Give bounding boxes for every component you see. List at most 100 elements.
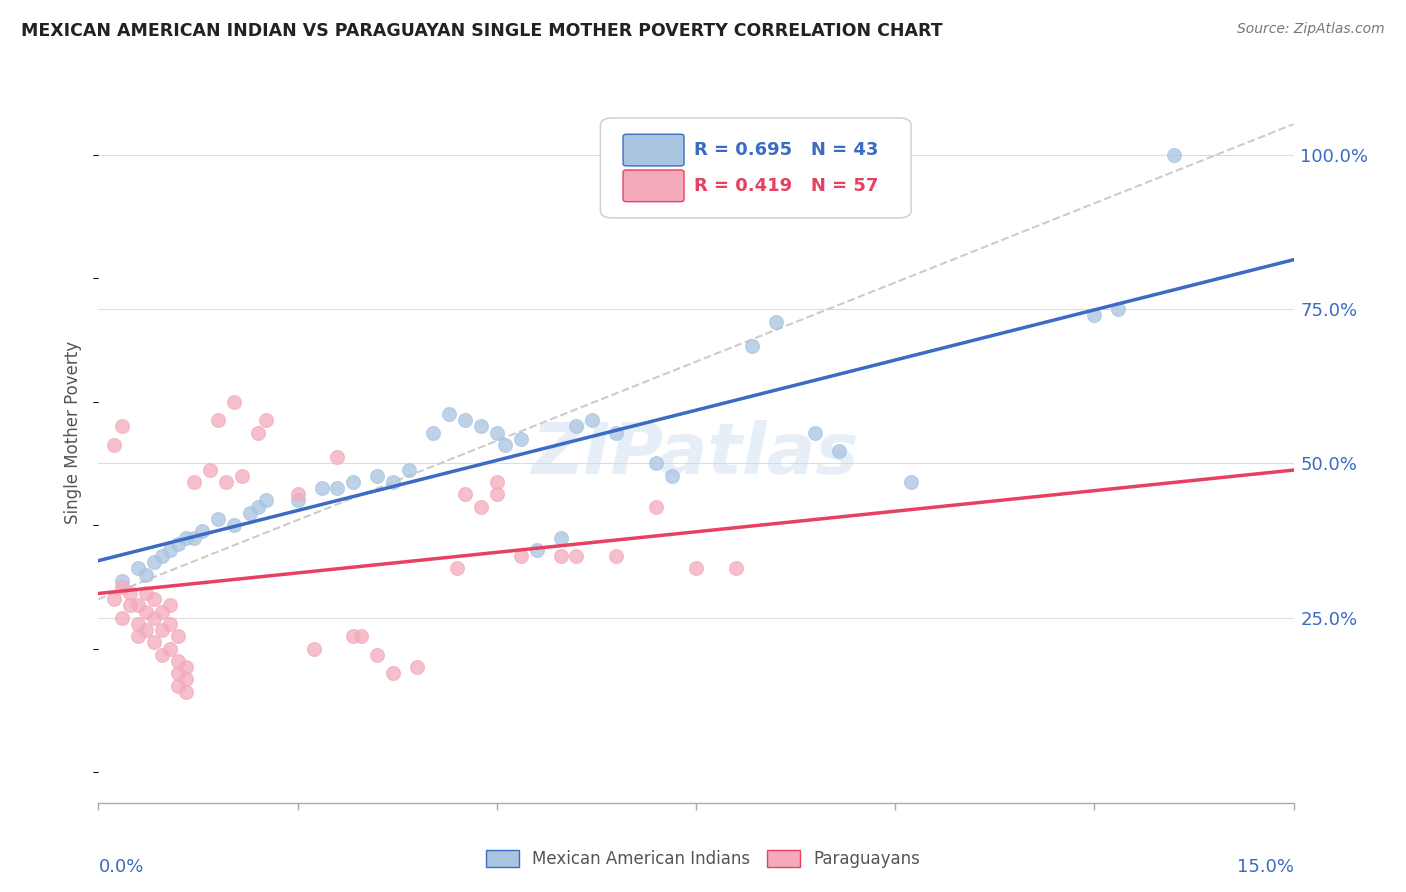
Point	[167, 654, 190, 668]
Point	[366, 468, 388, 483]
Point	[127, 616, 149, 631]
Point	[350, 629, 373, 643]
Point	[127, 629, 149, 643]
Point	[254, 413, 277, 427]
Point	[326, 450, 349, 465]
Point	[485, 487, 508, 501]
Point	[222, 518, 245, 533]
Point	[422, 425, 444, 440]
Point	[246, 500, 269, 514]
Point	[382, 666, 405, 681]
Point	[287, 493, 309, 508]
Point	[143, 635, 166, 649]
Point	[167, 629, 190, 643]
Point	[605, 425, 627, 440]
Point	[215, 475, 238, 489]
Point	[150, 623, 173, 637]
Point	[198, 462, 221, 476]
Point	[342, 629, 364, 643]
Point	[454, 413, 477, 427]
Point	[565, 419, 588, 434]
Point	[342, 475, 364, 489]
Point	[143, 555, 166, 569]
Point	[127, 561, 149, 575]
Point	[135, 586, 157, 600]
Point	[645, 457, 668, 471]
Point	[120, 586, 142, 600]
Point	[127, 599, 149, 613]
FancyBboxPatch shape	[623, 134, 685, 166]
Point	[454, 487, 477, 501]
Point	[550, 549, 572, 563]
Point	[159, 641, 181, 656]
Point	[207, 512, 229, 526]
Point	[302, 641, 325, 656]
Point	[135, 567, 157, 582]
Point	[167, 536, 190, 550]
Point	[111, 574, 134, 588]
Point	[150, 605, 173, 619]
Text: 0.0%: 0.0%	[98, 858, 143, 876]
Point	[111, 580, 134, 594]
Point	[828, 444, 851, 458]
Point	[159, 599, 181, 613]
Point	[406, 660, 429, 674]
Text: ZIPatlas: ZIPatlas	[533, 420, 859, 490]
Point	[526, 542, 548, 557]
Point	[661, 468, 683, 483]
Text: 15.0%: 15.0%	[1236, 858, 1294, 876]
Y-axis label: Single Mother Poverty: Single Mother Poverty	[65, 341, 83, 524]
FancyBboxPatch shape	[623, 170, 685, 202]
FancyBboxPatch shape	[600, 118, 911, 218]
Point	[1107, 302, 1129, 317]
Point	[382, 475, 405, 489]
Point	[741, 339, 763, 353]
Point	[437, 407, 460, 421]
Point	[120, 599, 142, 613]
Point	[239, 506, 262, 520]
Point	[207, 413, 229, 427]
Point	[111, 419, 134, 434]
Text: MEXICAN AMERICAN INDIAN VS PARAGUAYAN SINGLE MOTHER POVERTY CORRELATION CHART: MEXICAN AMERICAN INDIAN VS PARAGUAYAN SI…	[21, 22, 942, 40]
Point	[765, 314, 787, 328]
Point	[605, 549, 627, 563]
Text: R = 0.695   N = 43: R = 0.695 N = 43	[693, 141, 877, 159]
Point	[135, 605, 157, 619]
Text: R = 0.419   N = 57: R = 0.419 N = 57	[693, 177, 877, 194]
Point	[135, 623, 157, 637]
Point	[231, 468, 253, 483]
Point	[103, 438, 125, 452]
Point	[159, 542, 181, 557]
Point	[494, 438, 516, 452]
Point	[174, 660, 197, 674]
Point	[150, 648, 173, 662]
Point	[254, 493, 277, 508]
Point	[398, 462, 420, 476]
Point	[509, 549, 531, 563]
Point	[485, 425, 508, 440]
Point	[167, 666, 190, 681]
Point	[804, 425, 827, 440]
Point	[470, 500, 492, 514]
Point	[509, 432, 531, 446]
Point	[326, 481, 349, 495]
Point	[366, 648, 388, 662]
Point	[446, 561, 468, 575]
Point	[1163, 148, 1185, 162]
Point	[287, 487, 309, 501]
Point	[900, 475, 922, 489]
Point	[183, 531, 205, 545]
Point	[581, 413, 603, 427]
Legend: Mexican American Indians, Paraguayans: Mexican American Indians, Paraguayans	[479, 843, 927, 875]
Point	[1083, 309, 1105, 323]
Point	[485, 475, 508, 489]
Point	[143, 610, 166, 624]
Point	[174, 531, 197, 545]
Point	[470, 419, 492, 434]
Point	[174, 685, 197, 699]
Point	[191, 524, 214, 539]
Point	[724, 561, 747, 575]
Point	[311, 481, 333, 495]
Point	[565, 549, 588, 563]
Point	[167, 679, 190, 693]
